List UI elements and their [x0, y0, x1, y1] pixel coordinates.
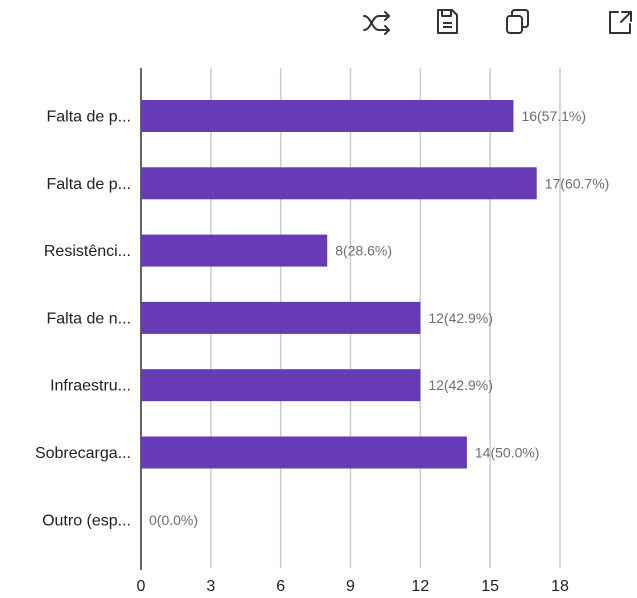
value-label: 17(60.7%) — [545, 175, 610, 191]
category-label: Infraestru... — [50, 378, 131, 395]
category-label: Outro (esp... — [42, 512, 131, 529]
x-tick-label: 0 — [137, 578, 146, 595]
bar — [141, 167, 537, 200]
category-label: Falta de n... — [47, 310, 132, 327]
shuffle-icon[interactable] — [354, 0, 398, 56]
bar — [141, 436, 467, 469]
x-tick-label: 6 — [276, 578, 285, 595]
category-label: Resistênci... — [44, 243, 131, 260]
value-label: 0(0.0%) — [149, 512, 198, 528]
x-tick-label: 18 — [551, 578, 569, 595]
x-tick-label: 3 — [206, 578, 215, 595]
bar — [141, 369, 421, 402]
bar — [141, 301, 421, 334]
chart-toolbar — [0, 0, 637, 56]
save-icon[interactable] — [424, 0, 468, 56]
value-label: 16(57.1%) — [521, 108, 586, 124]
value-label: 8(28.6%) — [335, 243, 392, 259]
value-label: 12(42.9%) — [428, 377, 493, 393]
x-tick-label: 15 — [481, 578, 499, 595]
category-label: Falta de p... — [47, 109, 132, 126]
bar — [141, 100, 514, 132]
bar — [141, 234, 328, 267]
x-tick-label: 9 — [346, 578, 355, 595]
category-label: Sobrecarga... — [35, 445, 131, 462]
x-tick-label: 12 — [411, 578, 429, 595]
value-label: 14(50.0%) — [475, 445, 540, 461]
category-label: Falta de p... — [47, 176, 132, 193]
expand-icon[interactable] — [596, 0, 637, 56]
copy-icon[interactable] — [494, 0, 538, 56]
value-label: 12(42.9%) — [428, 310, 493, 326]
